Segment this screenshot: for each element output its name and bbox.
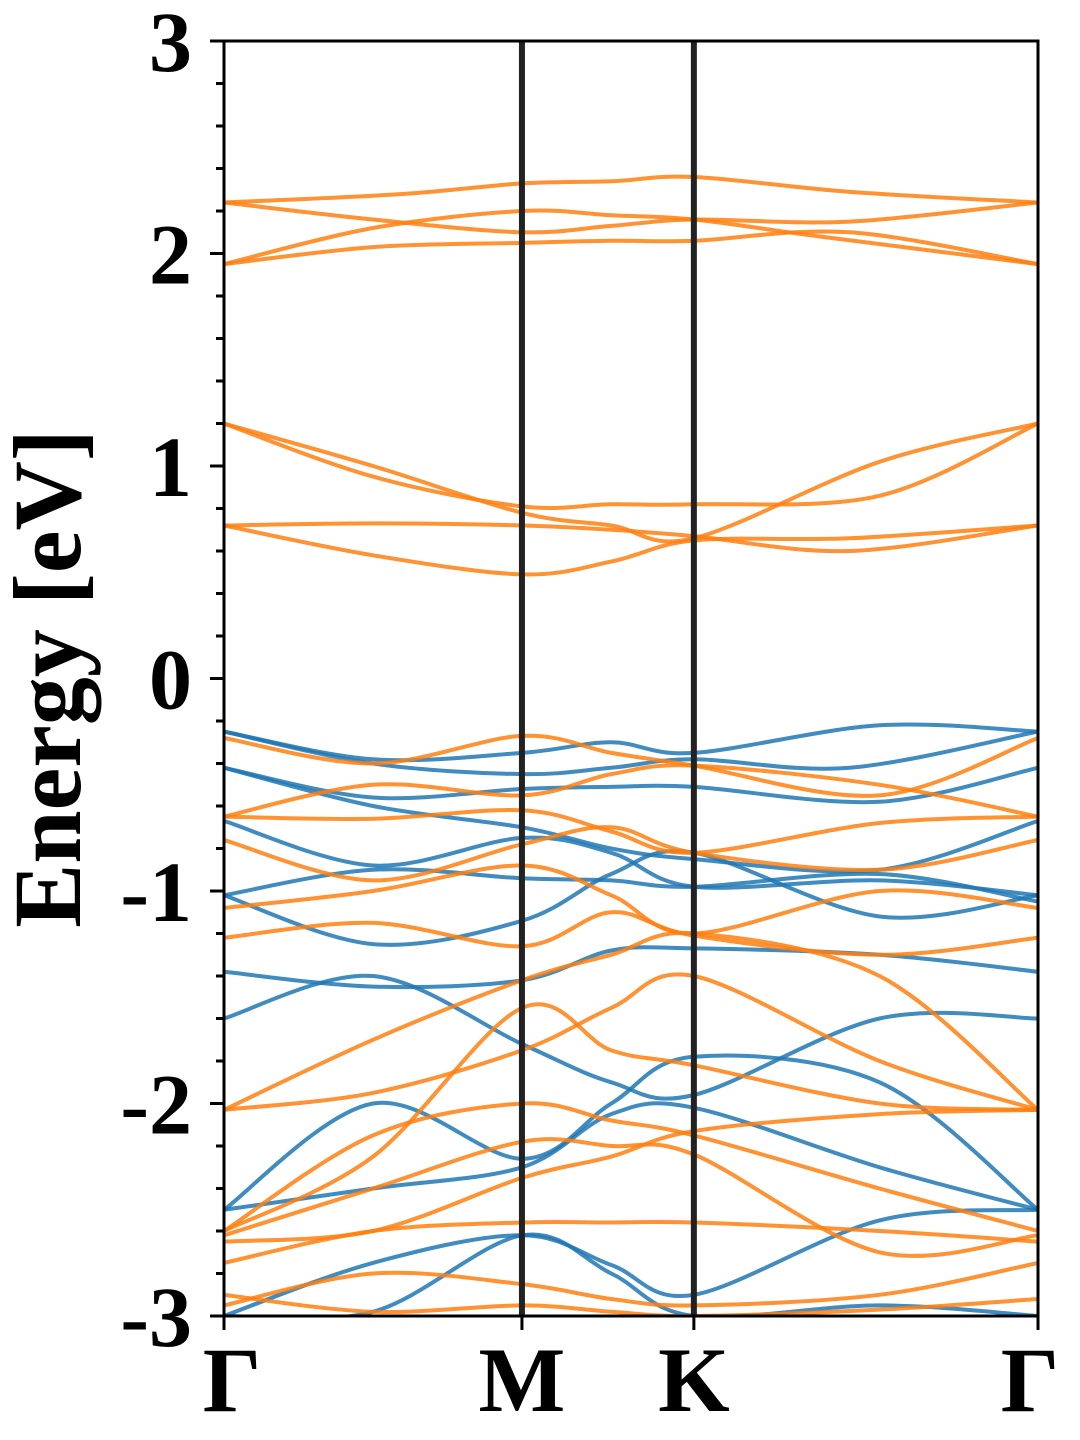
band-line-spin_2-0	[224, 174, 1038, 205]
band-line-spin_1-14	[224, 849, 1038, 947]
y-axis-ticks: -3 -2 -1 0 1 2 3	[120, 0, 224, 1365]
band-line-spin_2-5	[224, 421, 1038, 544]
band-line-spin_2-33	[224, 1219, 1038, 1265]
band-line-spin_2-35	[224, 1292, 1038, 1316]
y-tick-label--2: -2	[120, 1057, 192, 1153]
y-tick-label--3: -3	[120, 1269, 192, 1365]
y-tick-label-3: 3	[149, 0, 192, 90]
band-line-spin_1-10	[224, 765, 1038, 805]
band-line-spin_2-34	[224, 1260, 1038, 1308]
band-line-spin_2-7	[224, 523, 1038, 577]
y-axis-title: Energy [eV]	[0, 429, 101, 928]
band-line-spin_2-29	[224, 1002, 1038, 1233]
band-line-spin_2-2	[224, 208, 1038, 267]
band-line-spin_2-1	[224, 200, 1038, 235]
band-line-spin_1-13	[224, 867, 1038, 904]
band-line-spin_1-18	[224, 1101, 1038, 1212]
band-line-spin_1-8	[224, 722, 1038, 763]
band-line-spin_2-26	[224, 910, 1038, 957]
band-line-spin_2-4	[224, 421, 1038, 511]
band-lines	[224, 174, 1038, 1316]
band-line-spin_2-28	[224, 972, 1038, 1112]
y-tick-label-2: 2	[149, 207, 192, 303]
band-line-spin_2-6	[224, 521, 1038, 554]
band-line-spin_2-23	[224, 807, 1038, 855]
band-line-spin_1-19	[224, 1207, 1038, 1316]
band-line-spin_2-25	[224, 863, 1038, 936]
band-line-spin_2-24	[224, 825, 1038, 883]
band-line-spin_1-9	[224, 729, 1038, 777]
x-tick-label-2: K	[658, 1329, 730, 1431]
band-line-spin_1-12	[224, 818, 1038, 898]
band-line-spin_2-31	[224, 1137, 1038, 1258]
band-line-spin_2-3	[224, 229, 1038, 267]
x-tick-label-1: M	[479, 1329, 566, 1431]
x-tick-label-0: Γ	[203, 1329, 262, 1431]
y-tick-label--1: -1	[120, 844, 192, 940]
band-line-spin_2-22	[224, 763, 1038, 819]
band-line-spin_2-30	[224, 1101, 1038, 1233]
band-line-spin_2-21	[224, 733, 1038, 798]
band-line-spin_1-17	[224, 1053, 1038, 1212]
x-tick-label-3: Γ	[1001, 1329, 1060, 1431]
high-symmetry-dividers	[518, 41, 697, 1316]
y-tick-label-0: 0	[149, 632, 192, 728]
band-line-spin_2-27	[224, 931, 1038, 1112]
band-line-spin_1-16	[224, 973, 1038, 1101]
y-tick-label-1: 1	[149, 419, 192, 515]
